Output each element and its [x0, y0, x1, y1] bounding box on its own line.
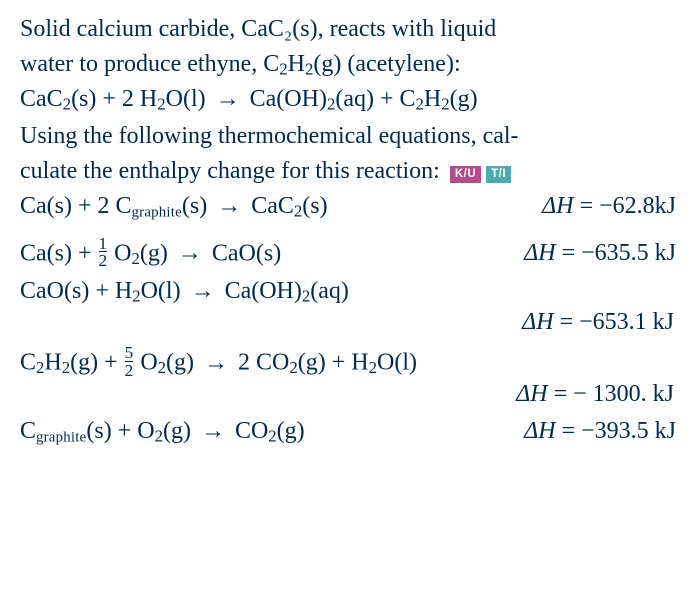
equation-lhs: CaO(s) + H2O(l) → Ca(OH)2(aq): [20, 276, 349, 307]
equation-lhs: Ca(s) + 2 Cgraphite(s) → CaC2(s): [20, 191, 328, 222]
equation-lhs: Cgraphite(s) + O2(g) → CO2(g): [20, 416, 305, 447]
tag-ti: T/I: [486, 166, 511, 184]
prompt-line-2: culate the enthalpy change for this reac…: [20, 156, 676, 187]
equation-2: Ca(s) + 12 O2(g) → CaO(s) ΔH = −635.5 kJ: [20, 236, 676, 270]
equation-lhs: Ca(s) + 12 O2(g) → CaO(s): [20, 236, 281, 270]
category-tags: K/U T/I: [450, 166, 511, 184]
equation-dH: ΔH = −393.5 kJ: [524, 416, 676, 447]
chemistry-problem: Solid calcium carbide, CaC₂(s), reacts w…: [0, 0, 696, 604]
equation-4: C2H2(g) + 52 O2(g) → 2 CO2(g) + H2O(l): [20, 345, 676, 379]
equation-5: Cgraphite(s) + O2(g) → CO2(g) ΔH = −393.…: [20, 416, 676, 447]
equation-3-dH: ΔH = −653.1 kJ: [20, 307, 676, 338]
intro-line-1: Solid calcium carbide, CaC₂(s), reacts w…: [20, 14, 676, 45]
dH-value: −635.5 kJ: [581, 240, 676, 266]
equation-3: CaO(s) + H2O(l) → Ca(OH)2(aq): [20, 276, 676, 307]
equation-lhs: C2H2(g) + 52 O2(g) → 2 CO2(g) + H2O(l): [20, 345, 417, 379]
equation-dH: ΔH = −62.8kJ: [542, 191, 676, 222]
dH-value: − 1300. kJ: [573, 381, 674, 407]
prompt-line-1: Using the following thermochemical equat…: [20, 121, 676, 152]
equation-4-dH: ΔH = − 1300. kJ: [20, 379, 676, 410]
prompt-text: culate the enthalpy change for this reac…: [20, 158, 440, 184]
dH-value: −393.5 kJ: [581, 418, 676, 444]
dH-value: −62.8kJ: [599, 193, 676, 219]
target-equation: CaC2(s) + 2 H2O(l) → Ca(OH)2(aq) + C2H2(…: [20, 84, 676, 115]
tag-ku: K/U: [450, 166, 481, 184]
intro-line-2: water to produce ethyne, C2H2(g) (acetyl…: [20, 49, 676, 80]
equation-1: Ca(s) + 2 Cgraphite(s) → CaC2(s) ΔH = −6…: [20, 191, 676, 222]
dH-value: −653.1 kJ: [579, 309, 674, 335]
equation-dH: ΔH = −635.5 kJ: [524, 238, 676, 269]
equation-text: CaC2(s) + 2 H2O(l) → Ca(OH)2(aq) + C2H2(…: [20, 84, 478, 115]
